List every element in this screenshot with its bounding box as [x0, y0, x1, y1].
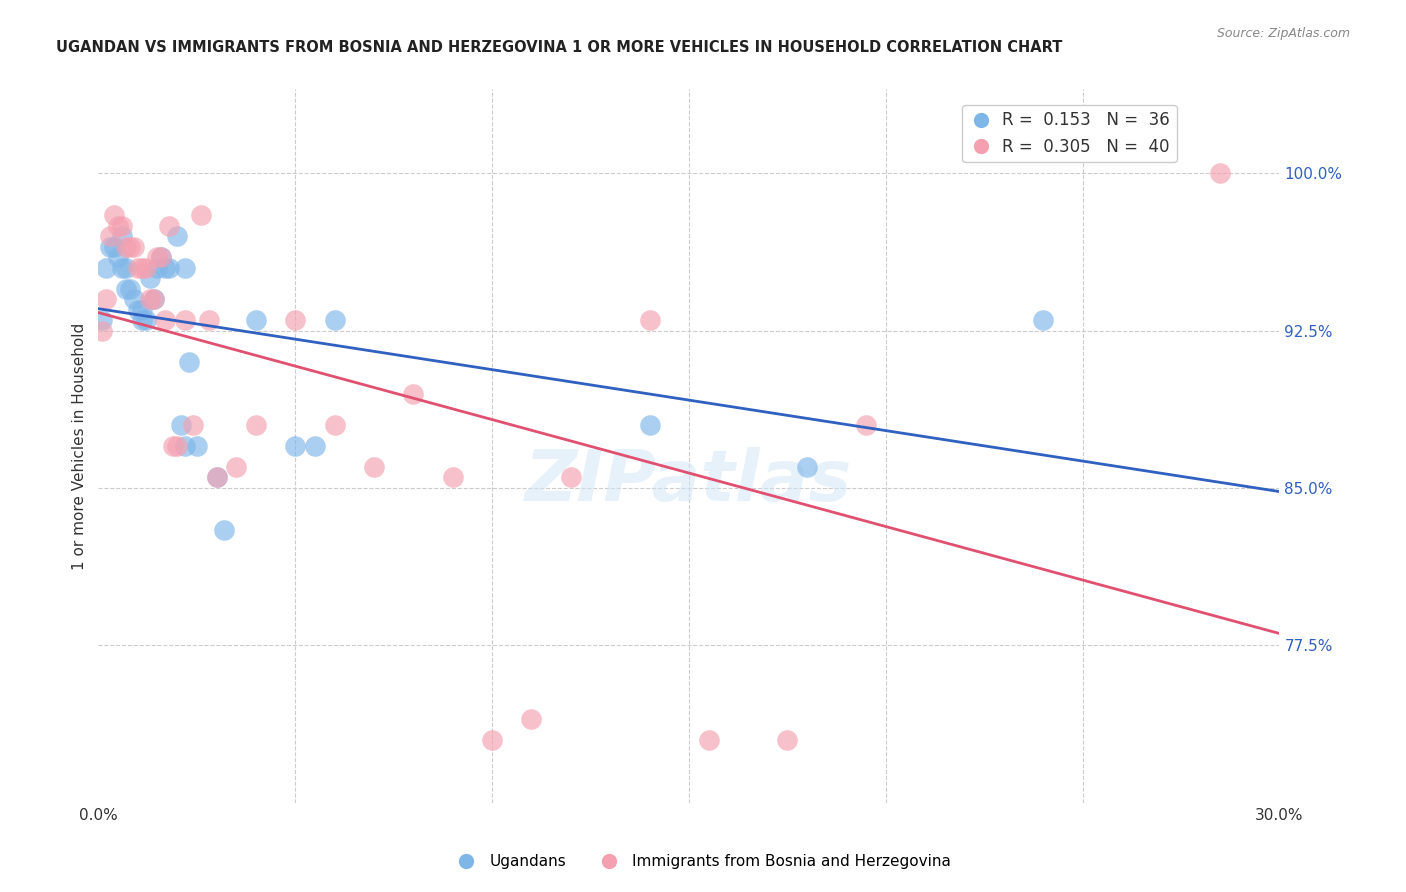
Point — [146, 250, 169, 264]
Point — [225, 460, 247, 475]
Point — [174, 260, 197, 275]
Point — [697, 732, 720, 747]
Point — [96, 260, 118, 275]
Point — [197, 313, 219, 327]
Point — [214, 523, 236, 537]
Point — [174, 313, 197, 327]
Point — [304, 439, 326, 453]
Point — [205, 470, 228, 484]
Point — [284, 313, 307, 327]
Point — [135, 313, 157, 327]
Point — [323, 313, 346, 327]
Point — [190, 208, 212, 222]
Point — [155, 260, 177, 275]
Legend: Ugandans, Immigrants from Bosnia and Herzegovina: Ugandans, Immigrants from Bosnia and Her… — [449, 848, 957, 875]
Point — [166, 229, 188, 244]
Point — [150, 250, 173, 264]
Point — [131, 260, 153, 275]
Point — [96, 292, 118, 306]
Point — [115, 282, 138, 296]
Point — [115, 239, 138, 253]
Text: Source: ZipAtlas.com: Source: ZipAtlas.com — [1216, 27, 1350, 40]
Point — [323, 417, 346, 432]
Point — [162, 439, 184, 453]
Text: UGANDAN VS IMMIGRANTS FROM BOSNIA AND HERZEGOVINA 1 OR MORE VEHICLES IN HOUSEHOL: UGANDAN VS IMMIGRANTS FROM BOSNIA AND HE… — [56, 40, 1063, 55]
Point — [150, 250, 173, 264]
Point — [441, 470, 464, 484]
Point — [245, 313, 267, 327]
Point — [1209, 166, 1232, 180]
Point — [776, 732, 799, 747]
Point — [177, 355, 200, 369]
Point — [181, 417, 204, 432]
Point — [138, 271, 160, 285]
Point — [131, 302, 153, 317]
Point — [157, 260, 180, 275]
Point — [638, 313, 661, 327]
Point — [481, 732, 503, 747]
Point — [98, 229, 121, 244]
Point — [855, 417, 877, 432]
Point — [118, 239, 141, 253]
Legend: R =  0.153   N =  36, R =  0.305   N =  40: R = 0.153 N = 36, R = 0.305 N = 40 — [962, 104, 1177, 162]
Point — [127, 302, 149, 317]
Point — [157, 219, 180, 233]
Point — [91, 313, 114, 327]
Point — [118, 282, 141, 296]
Point — [131, 313, 153, 327]
Point — [107, 219, 129, 233]
Point — [170, 417, 193, 432]
Point — [98, 239, 121, 253]
Point — [142, 292, 165, 306]
Y-axis label: 1 or more Vehicles in Household: 1 or more Vehicles in Household — [72, 322, 87, 570]
Point — [638, 417, 661, 432]
Point — [107, 250, 129, 264]
Point — [205, 470, 228, 484]
Point — [103, 239, 125, 253]
Point — [111, 229, 134, 244]
Point — [174, 439, 197, 453]
Point — [142, 292, 165, 306]
Point — [111, 219, 134, 233]
Point — [103, 208, 125, 222]
Point — [122, 239, 145, 253]
Point — [796, 460, 818, 475]
Point — [115, 260, 138, 275]
Point — [186, 439, 208, 453]
Point — [560, 470, 582, 484]
Point — [402, 386, 425, 401]
Point — [135, 260, 157, 275]
Point — [122, 292, 145, 306]
Point — [1032, 313, 1054, 327]
Point — [111, 260, 134, 275]
Point — [155, 313, 177, 327]
Point — [127, 260, 149, 275]
Point — [91, 324, 114, 338]
Text: ZIPatlas: ZIPatlas — [526, 447, 852, 516]
Point — [363, 460, 385, 475]
Point — [138, 292, 160, 306]
Point — [284, 439, 307, 453]
Point — [166, 439, 188, 453]
Point — [520, 712, 543, 726]
Point — [146, 260, 169, 275]
Point — [245, 417, 267, 432]
